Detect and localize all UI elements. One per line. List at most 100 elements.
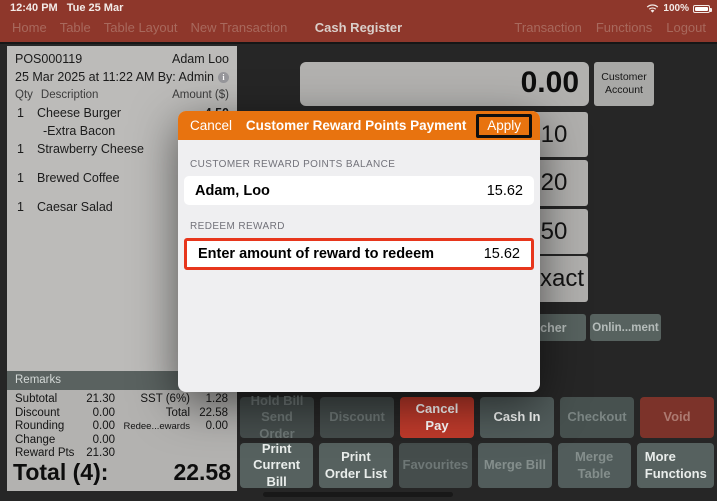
order-id: POS000119 <box>15 52 83 66</box>
checkout-button[interactable]: Checkout <box>560 397 634 438</box>
order-datetime: 25 Mar 2025 at 11:22 AM <box>15 70 155 84</box>
home-indicator[interactable] <box>263 492 453 497</box>
item-qty: 1 <box>17 142 24 156</box>
merge-bill-button[interactable]: Merge Bill <box>478 443 552 488</box>
change-row: Change 0.00 <box>15 434 115 446</box>
redeem-section-label: REDEEM REWARD <box>190 221 285 232</box>
online-payment-button[interactable]: Onlin...ment <box>590 314 661 341</box>
status-bar-left: 12:40 PM Tue 25 Mar <box>10 2 123 14</box>
subtotal-value: 21.30 <box>86 393 115 405</box>
receipt-item-extra-bacon[interactable]: -Extra Bacon <box>15 122 229 140</box>
item-qty: 1 <box>17 200 24 214</box>
item-qty: 1 <box>17 171 24 185</box>
redeem-rewards-value: 0.00 <box>205 420 228 432</box>
status-bar-right: 100% <box>646 3 712 14</box>
subtotal-label: Subtotal <box>15 393 58 405</box>
nav-item-logout[interactable]: Logout <box>666 20 706 35</box>
rounding-value: 0.00 <box>92 420 115 432</box>
void-button[interactable]: Void <box>640 397 714 438</box>
rounding-row: Rounding 0.00 <box>15 420 115 432</box>
reward-pts-value: 21.30 <box>86 447 115 459</box>
customer-name: Adam Loo <box>172 52 229 66</box>
col-amount-label: Amount ($) <box>172 89 229 101</box>
balance-customer-name: Adam, Loo <box>195 182 270 199</box>
nav-left-group: Home Table Table Layout New Transaction <box>12 20 287 35</box>
nav-row: Cash Register Home Table Table Layout Ne… <box>0 20 717 42</box>
amount-display-field[interactable]: 0.00 <box>300 62 589 106</box>
balance-points-value: 15.62 <box>486 182 523 199</box>
redeem-amount-input[interactable]: Enter amount of reward to redeem 15.62 <box>184 238 534 270</box>
discount-row: Discount 0.00 <box>15 407 115 419</box>
modal-header: Cancel Customer Reward Points Payment Ap… <box>178 111 540 140</box>
col-desc-label: Description <box>40 89 99 101</box>
redeem-input-value: 15.62 <box>483 246 520 262</box>
sst-label: SST (6%) <box>140 393 190 405</box>
redeem-input-placeholder: Enter amount of reward to redeem <box>198 246 435 262</box>
nav-item-table-layout[interactable]: Table Layout <box>103 20 178 35</box>
balance-row[interactable]: Adam, Loo 15.62 <box>184 176 534 205</box>
change-value: 0.00 <box>92 433 115 446</box>
sst-value: 1.28 <box>205 393 228 405</box>
redeem-rewards-row: Redee...ewards 0.00 <box>117 420 228 433</box>
grand-total-label: Total (4): <box>13 459 109 485</box>
action-row-2: Print Current Bill Print Order List Favo… <box>240 441 714 489</box>
clock-date: Tue 25 Mar <box>66 2 124 14</box>
totals-panel: Subtotal 21.30 Discount 0.00 Rounding 0.00 … <box>7 390 237 491</box>
total-value: 22.58 <box>199 406 228 419</box>
modal-title: Customer Reward Points Payment <box>245 118 467 133</box>
item-desc: -Extra Bacon <box>43 124 116 138</box>
receipt-header-row-2: 25 Mar 2025 at 11:22 AM By: Admin i <box>15 68 229 86</box>
subtotal-row: Subtotal 21.30 <box>15 393 115 405</box>
nav-right-group: Transaction Functions Logout <box>514 20 706 35</box>
cash-in-button[interactable]: Cash In <box>480 397 554 438</box>
item-desc: Caesar Salad <box>37 200 113 214</box>
col-qty-label: Qty <box>15 89 33 101</box>
receipt-item-caesar-salad[interactable]: 1 Caesar Salad <box>15 198 229 216</box>
wifi-icon <box>647 3 659 13</box>
more-functions-button[interactable]: More Functions <box>636 443 714 488</box>
print-order-list-button[interactable]: Print Order List <box>319 443 393 488</box>
favourites-button[interactable]: Favourites <box>398 443 473 488</box>
nav-item-functions[interactable]: Functions <box>595 20 653 35</box>
item-desc: Cheese Burger <box>37 106 122 120</box>
item-qty: 1 <box>17 106 24 120</box>
item-desc: Strawberry Cheese <box>37 142 144 156</box>
total-label: Total <box>165 406 190 419</box>
info-icon[interactable]: i <box>218 71 229 83</box>
reward-points-modal: Cancel Customer Reward Points Payment Ap… <box>178 111 540 392</box>
action-row-1: Hold Bill Send Order Discount Cancel Pay… <box>240 393 714 441</box>
top-nav-bar: 12:40 PM Tue 25 Mar 100% Cash Register Ho… <box>0 0 717 44</box>
grand-total-row: Total (4): 22.58 <box>13 459 231 486</box>
customer-account-button[interactable]: Customer Account <box>594 62 654 106</box>
merge-table-button[interactable]: Merge Table <box>557 443 631 488</box>
battery-icon <box>693 4 712 13</box>
apply-button[interactable]: Apply <box>476 113 532 138</box>
grand-total-value: 22.58 <box>173 459 231 485</box>
order-by: By: Admin <box>157 70 214 84</box>
cancel-pay-button[interactable]: Cancel Pay <box>400 397 474 438</box>
sst-row: SST (6%) 1.28 <box>117 393 228 405</box>
receipt-item-brewed-coffee[interactable]: 1 Brewed Coffee <box>15 169 229 187</box>
print-current-bill-button[interactable]: Print Current Bill <box>240 441 314 489</box>
nav-item-new-transaction[interactable]: New Transaction <box>190 20 288 35</box>
nav-item-transaction[interactable]: Transaction <box>514 20 582 35</box>
rounding-label: Rounding <box>15 420 65 432</box>
reward-pts-label: Reward Pts <box>15 447 75 459</box>
discount-button[interactable]: Discount <box>320 397 394 438</box>
clock-time: 12:40 PM <box>10 2 58 14</box>
change-label: Change <box>15 433 56 446</box>
nav-item-table[interactable]: Table <box>59 20 91 35</box>
reward-pts-row: Reward Pts 21.30 <box>15 447 115 459</box>
discount-value: 0.00 <box>92 406 115 419</box>
item-desc: Brewed Coffee <box>37 171 120 185</box>
receipt-item-strawberry-cheese[interactable]: 1 Strawberry Cheese <box>15 140 229 158</box>
total-row: Total 22.58 <box>117 407 228 419</box>
discount-label: Discount <box>15 406 60 419</box>
hold-bill-send-order-button[interactable]: Hold Bill Send Order <box>240 393 314 441</box>
redeem-rewards-label: Redee...ewards <box>123 421 190 432</box>
balance-section-label: CUSTOMER REWARD POINTS BALANCE <box>190 159 396 170</box>
battery-percent: 100% <box>663 3 689 14</box>
nav-item-home[interactable]: Home <box>12 20 47 35</box>
cancel-button[interactable]: Cancel <box>190 118 233 133</box>
